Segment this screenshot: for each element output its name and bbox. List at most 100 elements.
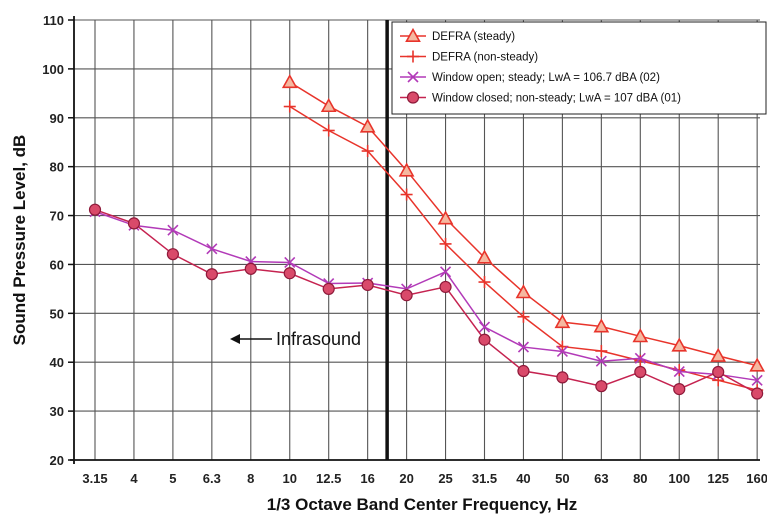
data-point [593, 318, 610, 333]
y-tick-label: 110 [43, 13, 64, 28]
legend-item: DEFRA (non-steady) [400, 50, 538, 64]
data-point [284, 256, 296, 269]
data-point [634, 365, 647, 379]
legend-label: Window open; steady; LwA = 106.7 dBA (02… [432, 72, 660, 84]
data-point [478, 276, 491, 289]
data-point [712, 365, 725, 379]
data-point [673, 383, 686, 396]
x-tick-label: 25 [438, 471, 452, 486]
data-point [517, 364, 530, 378]
x-tick-label: 40 [516, 471, 530, 486]
data-point [749, 357, 766, 372]
y-tick-label: 70 [50, 209, 64, 224]
legend-label: Window closed; non-steady; LwA = 107 dBA… [432, 93, 681, 105]
data-point [515, 284, 532, 299]
x-tick-label: 3.15 [82, 471, 107, 486]
data-point [556, 345, 568, 358]
plot-frame [68, 16, 760, 464]
x-tick-label: 5 [169, 471, 176, 486]
x-tick-label: 10 [283, 471, 297, 486]
data-point [478, 321, 491, 333]
data-point [281, 73, 298, 89]
x-tick-label: 100 [668, 471, 690, 486]
legend-marker [406, 91, 420, 104]
data-point [398, 162, 415, 177]
annotation-arrow-head [230, 334, 240, 344]
data-point [167, 224, 179, 236]
series-line [94, 210, 758, 382]
data-point [359, 118, 376, 133]
legend-item: DEFRA (steady) [400, 27, 515, 43]
data-point [595, 344, 608, 357]
data-point [320, 97, 337, 113]
x-tick-label: 6.3 [203, 471, 221, 486]
x-tick-label: 160 [746, 471, 767, 486]
marker-stroke [634, 352, 646, 364]
marker-stroke [556, 345, 568, 358]
data-point [634, 354, 647, 367]
y-tick-label: 50 [50, 306, 64, 321]
y-tick-label: 20 [50, 453, 64, 468]
data-point [554, 313, 571, 329]
data-point [127, 217, 141, 230]
marker-stroke [284, 256, 296, 269]
data-point [361, 278, 374, 292]
data-point [595, 355, 607, 367]
marker-stroke [673, 365, 685, 378]
data-point [671, 337, 688, 352]
x-tick-label: 125 [707, 471, 729, 486]
x-tick-label: 31.5 [472, 471, 497, 486]
data-point [322, 282, 335, 295]
data-point [322, 124, 335, 137]
data-point [166, 248, 179, 261]
data-point [751, 387, 764, 400]
data-point [556, 371, 569, 384]
data-point [283, 100, 296, 113]
data-point [244, 262, 257, 275]
tick-labels: 20 30 40 50 60 70 80 90 100 110 3.15 4 5 6.3 8 10 12.5 16… [42, 13, 767, 486]
x-tick-label: 63 [594, 471, 608, 486]
legend-item: Window open; steady; LwA = 106.7 dBA (02… [400, 71, 660, 84]
grid [74, 19, 760, 461]
x-axis-title: 1/3 Octave Band Center Frequency, Hz [267, 495, 578, 514]
x-tick-label: 8 [247, 471, 254, 486]
data-point [476, 249, 493, 264]
data-point [595, 380, 608, 393]
x-tick-label: 12.5 [316, 471, 341, 486]
y-tick-label: 80 [50, 160, 64, 175]
data-point [478, 333, 491, 346]
series-2 [283, 100, 764, 397]
series-4 [88, 203, 764, 400]
data-point [751, 374, 763, 386]
data-point [517, 341, 530, 353]
marker-stroke [478, 321, 491, 333]
legend-marker [407, 71, 419, 83]
marker-stroke [439, 266, 452, 278]
infrasound-annotation: Infrasound [230, 329, 361, 349]
data-point [439, 266, 452, 278]
data-point [673, 365, 685, 378]
y-axis-title: Sound Pressure Level, dB [10, 135, 29, 346]
y-tick-label: 90 [50, 111, 64, 126]
marker-stroke [206, 243, 218, 255]
legend-marker [405, 27, 421, 43]
annotation-label: Infrasound [276, 329, 361, 349]
y-tick-label: 100 [42, 62, 64, 77]
marker-stroke [517, 341, 530, 353]
data-point [283, 267, 296, 280]
x-tick-label: 16 [360, 471, 374, 486]
y-tick-label: 60 [50, 257, 64, 272]
series-1 [281, 73, 766, 372]
y-tick-label: 30 [50, 404, 64, 419]
data-point [439, 237, 452, 250]
marker-stroke [595, 355, 607, 367]
data-point [205, 268, 218, 281]
marker-stroke [751, 374, 763, 386]
legend-label: DEFRA (steady) [432, 31, 515, 43]
data-point [400, 289, 413, 302]
x-tick-label: 80 [633, 471, 647, 486]
y-tick-label: 40 [50, 355, 64, 370]
data-point [437, 210, 454, 225]
data-point [88, 203, 102, 216]
